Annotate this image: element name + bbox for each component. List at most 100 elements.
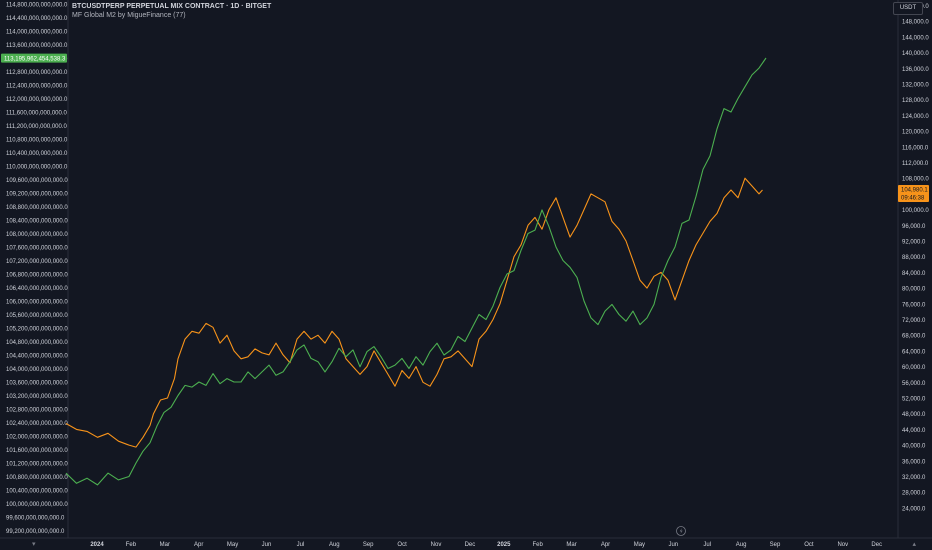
right-axis-tick-label: 32,000.0 bbox=[902, 475, 926, 481]
btc-current-price-label: 104,980.1 bbox=[901, 188, 928, 194]
left-axis-tick-label: 110,000,000,000,000.0 bbox=[6, 165, 68, 171]
currency-button[interactable]: USDT bbox=[893, 2, 923, 15]
scroll-icon[interactable]: ▴ bbox=[912, 541, 916, 548]
right-axis-tick-label: 72,000.0 bbox=[902, 318, 926, 324]
left-axis-tick-label: 99,200,000,000,000.0 bbox=[6, 529, 65, 535]
left-axis-tick-label: 114,800,000,000,000.0 bbox=[6, 3, 68, 9]
right-axis-tick-label: 140,000.0 bbox=[902, 51, 929, 57]
left-axis-tick-label: 99,600,000,000,000.0 bbox=[6, 516, 65, 522]
right-axis-tick-label: 148,000.0 bbox=[902, 20, 929, 26]
left-axis-tick-label: 112,000,000,000,000.0 bbox=[6, 97, 68, 103]
left-axis-tick-label: 101,600,000,000,000.0 bbox=[6, 448, 68, 454]
left-axis-tick-label: 114,400,000,000,000.0 bbox=[6, 16, 68, 22]
left-axis-tick-label: 109,600,000,000,000.0 bbox=[6, 178, 68, 184]
time-axis-tick-label: 2025 bbox=[497, 542, 511, 548]
left-axis-tick-label: 104,400,000,000,000.0 bbox=[6, 354, 68, 360]
right-axis-tick-label: 84,000.0 bbox=[902, 271, 926, 277]
left-axis-tick-label: 103,200,000,000,000.0 bbox=[6, 394, 68, 400]
flash-icon[interactable] bbox=[676, 526, 686, 536]
left-axis-tick-label: 111,600,000,000,000.0 bbox=[6, 111, 67, 117]
time-axis-tick-label: Dec bbox=[465, 542, 476, 548]
right-axis-tick-label: 96,000.0 bbox=[902, 224, 926, 230]
right-axis-tick-label: 44,000.0 bbox=[902, 428, 926, 434]
time-axis-tick-label: Mar bbox=[160, 542, 170, 548]
btc-current-price-tag bbox=[898, 185, 929, 203]
right-axis-tick-label: 128,000.0 bbox=[902, 98, 929, 104]
left-axis-tick-label: 105,600,000,000,000.0 bbox=[6, 313, 68, 319]
price-labels-layer: 113,195,962,454,538.3 104,980.109:46:38 bbox=[1, 53, 929, 203]
right-axis-tick-label: 124,000.0 bbox=[902, 114, 929, 120]
left-axis-tick-label: 110,400,000,000,000.0 bbox=[6, 151, 68, 157]
time-axis-tick-label: Jul bbox=[297, 542, 305, 548]
right-axis-tick-label: 52,000.0 bbox=[902, 397, 926, 403]
m2-current-value-tag bbox=[1, 53, 67, 63]
time-axis-tick-label: Nov bbox=[837, 542, 848, 548]
left-axis-tick-label: 108,800,000,000,000.0 bbox=[6, 205, 68, 211]
right-axis-tick-label: 40,000.0 bbox=[902, 444, 926, 450]
right-axis-tick-label: 132,000.0 bbox=[902, 83, 929, 89]
left-axis-tick-label: 110,800,000,000,000.0 bbox=[6, 138, 68, 144]
time-axis-tick-label: Dec bbox=[871, 542, 882, 548]
time-axis-tick-label: Apr bbox=[601, 542, 610, 548]
left-axis-tick-label: 102,400,000,000,000.0 bbox=[6, 421, 68, 427]
time-axis-tick-label: Jun bbox=[262, 542, 272, 548]
time-axis-ticks: 2024 Feb Mar Apr May Jun Jul Aug Sep Oct Nov Dec 202… bbox=[90, 542, 882, 548]
right-axis-tick-label: 108,000.0 bbox=[902, 177, 929, 183]
left-axis-tick-label: 100,000,000,000,000.0 bbox=[6, 502, 68, 508]
right-axis-tick-label: 144,000.0 bbox=[902, 35, 929, 41]
left-axis-tick-label: 109,200,000,000,000.0 bbox=[6, 192, 68, 198]
time-axis-tick-label: Aug bbox=[736, 542, 747, 548]
time-axis-tick-label: Nov bbox=[431, 542, 442, 548]
time-axis-tick-label: May bbox=[634, 542, 645, 548]
right-axis-tick-label: 112,000.0 bbox=[902, 161, 929, 167]
timezone-icon[interactable]: ▾ bbox=[32, 541, 36, 548]
left-axis-tick-label: 114,000,000,000,000.0 bbox=[6, 30, 68, 36]
right-axis-tick-label: 136,000.0 bbox=[902, 67, 929, 73]
time-axis-tick-label: Sep bbox=[770, 542, 781, 548]
left-axis-tick-label: 104,000,000,000,000.0 bbox=[6, 367, 68, 373]
right-axis-tick-label: 116,000.0 bbox=[902, 145, 929, 151]
right-axis-tick-label: 76,000.0 bbox=[902, 302, 926, 308]
left-axis-tick-label: 111,200,000,000,000.0 bbox=[6, 124, 67, 130]
bar-countdown-label: 09:46:38 bbox=[901, 195, 925, 201]
right-axis-tick-label: 60,000.0 bbox=[902, 365, 926, 371]
time-axis-tick-label: Oct bbox=[397, 542, 407, 548]
right-axis-tick-label: 64,000.0 bbox=[902, 349, 926, 355]
series-layer bbox=[65, 57, 767, 486]
time-axis-tick-label: Apr bbox=[194, 542, 203, 548]
indicator-title: MF Global M2 by MigueFinance (77) bbox=[72, 12, 186, 19]
right-axis-tick-label: 24,000.0 bbox=[902, 506, 926, 512]
right-axis-tick-label: 100,000.0 bbox=[902, 208, 929, 214]
time-axis-tick-label: Sep bbox=[363, 542, 374, 548]
left-axis-tick-label: 107,600,000,000,000.0 bbox=[6, 246, 68, 252]
right-axis-tick-label: 80,000.0 bbox=[902, 287, 926, 293]
right-axis-tick-label: 56,000.0 bbox=[902, 381, 926, 387]
btc-price-line bbox=[65, 177, 763, 448]
left-axis-tick-label: 108,000,000,000,000.0 bbox=[6, 232, 68, 238]
left-axis-tick-label: 104,800,000,000,000.0 bbox=[6, 340, 68, 346]
left-axis-tick-label: 102,000,000,000,000.0 bbox=[6, 435, 68, 441]
left-axis-tick-label: 103,600,000,000,000.0 bbox=[6, 381, 68, 387]
left-axis-tick-label: 100,800,000,000,000.0 bbox=[6, 475, 68, 481]
left-axis-tick-label: 106,800,000,000,000.0 bbox=[6, 273, 68, 279]
right-axis-tick-label: 120,000.0 bbox=[902, 130, 929, 136]
m2-current-value-label: 113,195,962,454,538.3 bbox=[4, 56, 66, 62]
time-axis-tick-label: Jul bbox=[703, 542, 711, 548]
left-axis-tick-label: 112,800,000,000,000.0 bbox=[6, 70, 68, 76]
time-axis-tick-label: Feb bbox=[533, 542, 544, 548]
symbol-title: BTCUSDTPERP PERPETUAL MIX CONTRACT · 1D … bbox=[72, 3, 272, 10]
right-axis-tick-label: 48,000.0 bbox=[902, 412, 926, 418]
time-axis-tick-label: Mar bbox=[566, 542, 576, 548]
time-axis-tick-label: 2024 bbox=[90, 542, 104, 548]
right-axis-tick-label: 36,000.0 bbox=[902, 459, 926, 465]
left-axis-tick-label: 106,400,000,000,000.0 bbox=[6, 286, 68, 292]
left-axis-tick-label: 101,200,000,000,000.0 bbox=[6, 462, 68, 468]
time-axis-tick-label: Jun bbox=[668, 542, 678, 548]
left-axis-tick-label: 112,400,000,000,000.0 bbox=[6, 84, 68, 90]
time-axis-tick-label: May bbox=[227, 542, 238, 548]
left-axis-tick-label: 100,400,000,000,000.0 bbox=[6, 489, 68, 495]
left-axis-tick-label: 108,400,000,000,000.0 bbox=[6, 219, 68, 225]
time-axis-tick-label: Oct bbox=[804, 542, 814, 548]
